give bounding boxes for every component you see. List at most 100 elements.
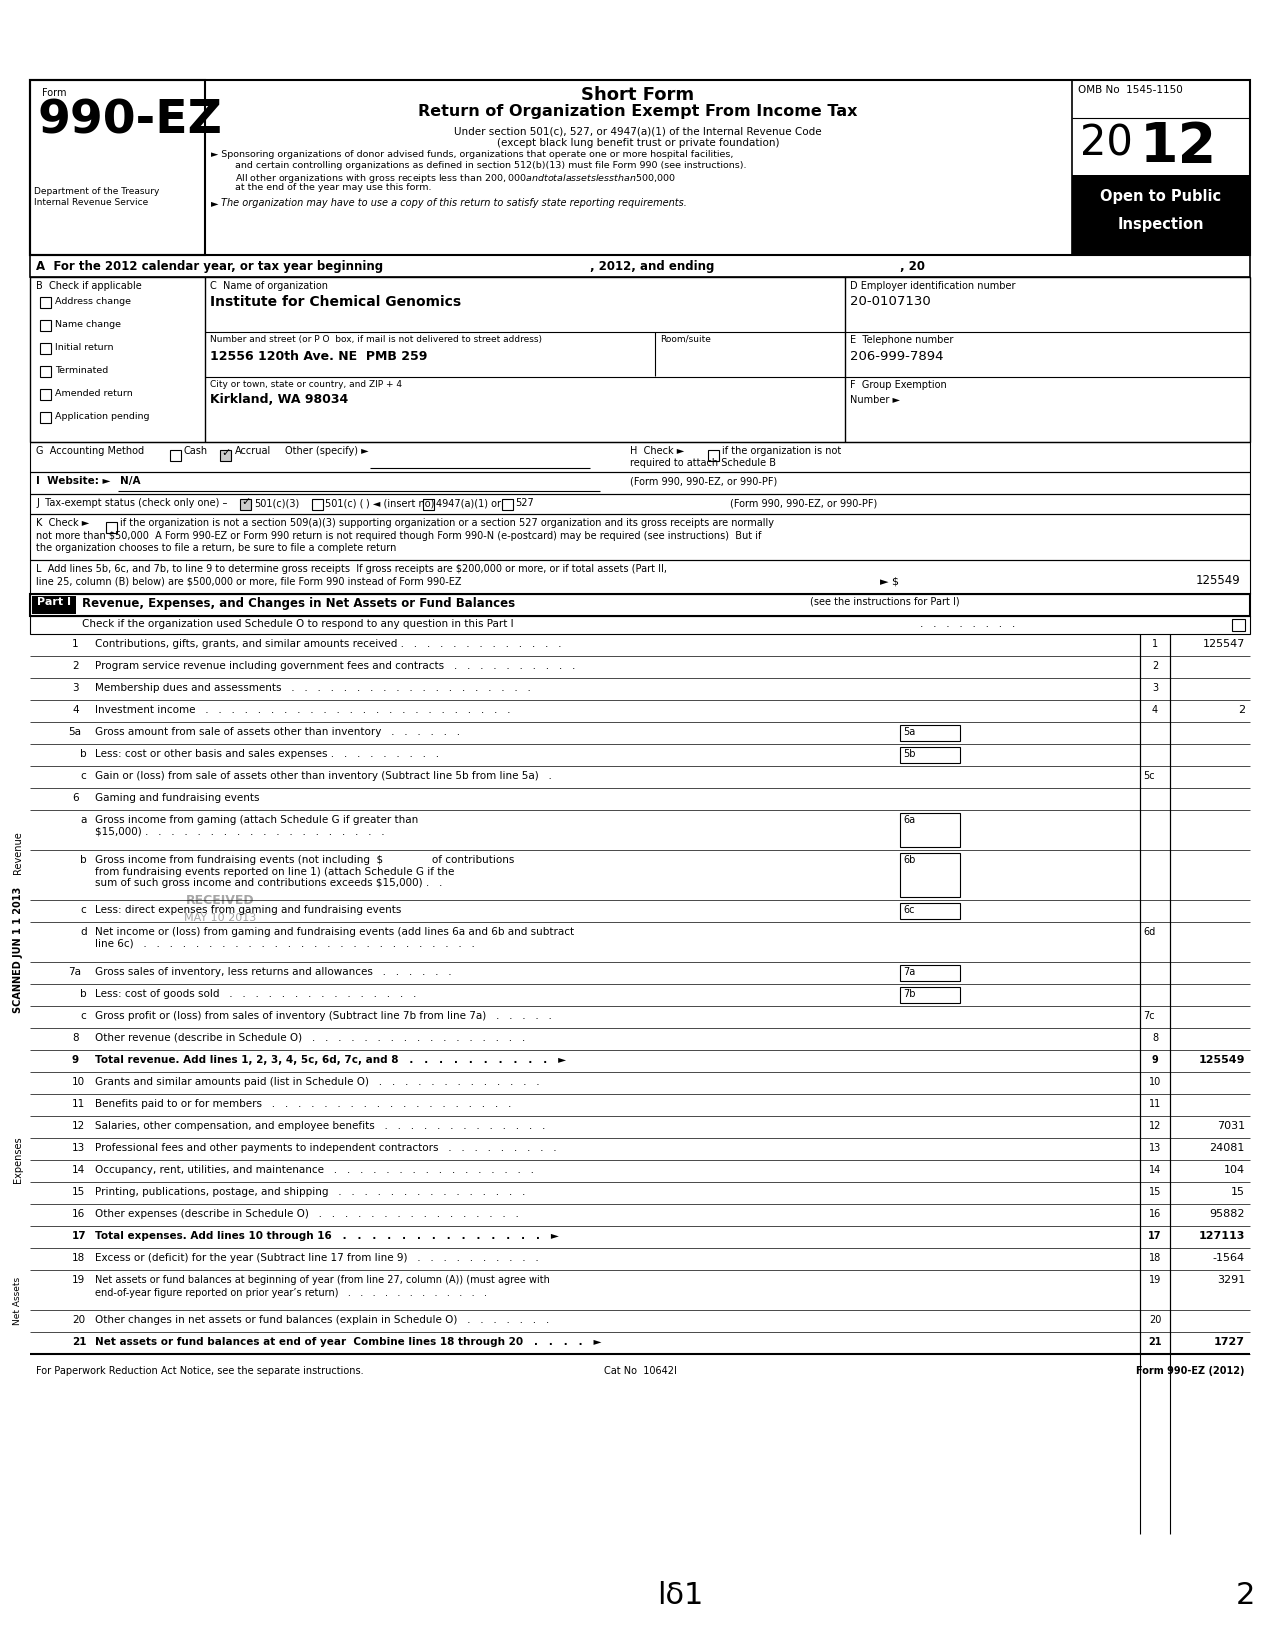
Text: 12556 120th Ave. NE  PMB 259: 12556 120th Ave. NE PMB 259 <box>210 350 428 363</box>
Text: 21: 21 <box>72 1336 87 1346</box>
Bar <box>900 987 960 1003</box>
Text: 501(c) (: 501(c) ( <box>325 498 364 508</box>
Text: G  Accounting Method: G Accounting Method <box>36 446 145 455</box>
Text: 2: 2 <box>72 662 78 672</box>
Text: ✓: ✓ <box>221 449 230 459</box>
Text: b: b <box>79 855 87 865</box>
Bar <box>502 498 513 510</box>
Bar <box>241 498 251 510</box>
Text: (except black lung benefit trust or private foundation): (except black lung benefit trust or priv… <box>497 139 780 148</box>
Text: Number ►: Number ► <box>850 394 900 404</box>
Bar <box>29 79 205 256</box>
Text: Gross amount from sale of assets other than inventory   .   .   .   .   .   .: Gross amount from sale of assets other t… <box>95 728 460 738</box>
Text: Membership dues and assessments   .   .   .   .   .   .   .   .   .   .   .   . : Membership dues and assessments . . . . … <box>95 683 531 693</box>
Text: 1727: 1727 <box>1213 1336 1245 1346</box>
Text: B  Check if applicable: B Check if applicable <box>36 280 142 290</box>
Bar <box>29 256 1251 277</box>
Text: Net Assets: Net Assets <box>14 1277 23 1325</box>
Text: Other expenses (describe in Schedule O)   .   .   .   .   .   .   .   .   .   . : Other expenses (describe in Schedule O) … <box>95 1209 518 1219</box>
Text: the organization chooses to file a return, be sure to file a complete return: the organization chooses to file a retur… <box>36 543 397 553</box>
Text: 20: 20 <box>1080 122 1133 163</box>
Text: Name change: Name change <box>55 320 122 328</box>
Text: 11: 11 <box>72 1099 86 1109</box>
Bar <box>29 493 1251 515</box>
Text: 16: 16 <box>1149 1209 1161 1219</box>
Text: Grants and similar amounts paid (list in Schedule O)   .   .   .   .   .   .   .: Grants and similar amounts paid (list in… <box>95 1077 540 1087</box>
Bar <box>900 813 960 846</box>
Text: Accrual: Accrual <box>236 446 271 455</box>
Bar <box>900 853 960 898</box>
Text: Net assets or fund balances at end of year  Combine lines 18 through 20   .   . : Net assets or fund balances at end of ye… <box>95 1336 602 1346</box>
Text: Excess or (deficit) for the year (Subtract line 17 from line 9)   .   .   .   . : Excess or (deficit) for the year (Subtra… <box>95 1252 539 1262</box>
Text: Revenue, Expenses, and Changes in Net Assets or Fund Balances: Revenue, Expenses, and Changes in Net As… <box>82 597 515 610</box>
Text: 19: 19 <box>72 1275 86 1285</box>
Text: line 25, column (B) below) are $500,000 or more, file Form 990 instead of Form 9: line 25, column (B) below) are $500,000 … <box>36 576 462 586</box>
Text: 5b: 5b <box>902 749 915 759</box>
Text: Gross profit or (loss) from sales of inventory (Subtract line 7b from line 7a)  : Gross profit or (loss) from sales of inv… <box>95 1011 552 1021</box>
Text: Short Form: Short Form <box>581 86 695 104</box>
Bar <box>40 366 51 376</box>
Bar <box>708 450 719 460</box>
Text: 125549: 125549 <box>1198 1054 1245 1064</box>
Text: 127113: 127113 <box>1198 1231 1245 1241</box>
Bar <box>29 442 1251 472</box>
Text: a: a <box>79 815 86 825</box>
Text: 7031: 7031 <box>1217 1120 1245 1130</box>
Text: required to attach Schedule B: required to attach Schedule B <box>630 459 776 469</box>
Bar <box>312 498 323 510</box>
Text: I  Website: ►: I Website: ► <box>36 475 110 487</box>
Text: 13: 13 <box>1149 1143 1161 1153</box>
Bar <box>29 472 1251 493</box>
Text: 17: 17 <box>72 1231 87 1241</box>
Bar <box>422 498 434 510</box>
Text: 2: 2 <box>1152 662 1158 672</box>
Text: Form 990-EZ (2012): Form 990-EZ (2012) <box>1137 1366 1245 1376</box>
Text: RECEIVED: RECEIVED <box>186 894 255 906</box>
Text: 125547: 125547 <box>1203 639 1245 648</box>
Text: (Form 990, 990-EZ, or 990-PF): (Form 990, 990-EZ, or 990-PF) <box>630 475 777 487</box>
Text: .   .   .   .   .   .   .   .: . . . . . . . . <box>920 619 1015 629</box>
Text: E  Telephone number: E Telephone number <box>850 335 954 345</box>
Text: 501(c)(3): 501(c)(3) <box>253 498 300 508</box>
Text: ) ◄ (insert no): ) ◄ (insert no) <box>366 498 434 508</box>
Text: Other revenue (describe in Schedule O)   .   .   .   .   .   .   .   .   .   .  : Other revenue (describe in Schedule O) .… <box>95 1033 525 1043</box>
Text: 15: 15 <box>1231 1186 1245 1196</box>
Text: 104: 104 <box>1224 1165 1245 1175</box>
Text: 14: 14 <box>72 1165 86 1175</box>
Text: SCANNED JUN 1 1 2013: SCANNED JUN 1 1 2013 <box>13 888 23 1013</box>
Text: Printing, publications, postage, and shipping   .   .   .   .   .   .   .   .   : Printing, publications, postage, and shi… <box>95 1186 525 1196</box>
Text: , 2012, and ending: , 2012, and ending <box>590 261 714 272</box>
Text: C  Name of organization: C Name of organization <box>210 280 328 290</box>
Text: 5c: 5c <box>1143 771 1155 780</box>
Text: 6a: 6a <box>902 815 915 825</box>
Text: 24081: 24081 <box>1210 1143 1245 1153</box>
Text: Revenue: Revenue <box>13 832 23 875</box>
Text: Net income or (loss) from gaming and fundraising events (add lines 6a and 6b and: Net income or (loss) from gaming and fun… <box>95 927 575 949</box>
Text: Net assets or fund balances at beginning of year (from line 27, column (A)) (mus: Net assets or fund balances at beginning… <box>95 1275 550 1285</box>
Text: ✓: ✓ <box>241 497 251 507</box>
Text: L  Add lines 5b, 6c, and 7b, to line 9 to determine gross receipts  If gross rec: L Add lines 5b, 6c, and 7b, to line 9 to… <box>36 564 667 574</box>
Text: 20: 20 <box>72 1315 86 1325</box>
Text: Number and street (or P O  box, if mail is not delivered to street address): Number and street (or P O box, if mail i… <box>210 335 541 343</box>
Text: Internal Revenue Service: Internal Revenue Service <box>35 198 148 206</box>
Bar <box>40 412 51 422</box>
Bar <box>170 450 180 460</box>
Text: 6d: 6d <box>1143 927 1156 937</box>
Text: c: c <box>79 1011 86 1021</box>
Text: Occupancy, rent, utilities, and maintenance   .   .   .   .   .   .   .   .   . : Occupancy, rent, utilities, and maintena… <box>95 1165 534 1175</box>
Text: ► Sponsoring organizations of donor advised funds, organizations that operate on: ► Sponsoring organizations of donor advi… <box>211 150 733 158</box>
Text: Total expenses. Add lines 10 through 16   .   .   .   .   .   .   .   .   .   . : Total expenses. Add lines 10 through 16 … <box>95 1231 559 1241</box>
Bar <box>40 343 51 355</box>
Text: b: b <box>79 988 87 998</box>
Text: 990-EZ: 990-EZ <box>38 97 223 144</box>
Text: 7c: 7c <box>1143 1011 1155 1021</box>
Text: 15: 15 <box>1149 1186 1161 1196</box>
Text: 6c: 6c <box>902 904 914 916</box>
Bar <box>1073 175 1251 256</box>
Text: end-of-year figure reported on prior year’s return)   .   .   .   .   .   .   . : end-of-year figure reported on prior yea… <box>95 1289 486 1299</box>
Text: 95882: 95882 <box>1210 1209 1245 1219</box>
Text: 4947(a)(1) or: 4947(a)(1) or <box>436 498 500 508</box>
Text: c: c <box>79 771 86 780</box>
Text: Less: cost or other basis and sales expenses .   .   .   .   .   .   .   .   .: Less: cost or other basis and sales expe… <box>95 749 439 759</box>
Text: 2: 2 <box>1238 705 1245 714</box>
